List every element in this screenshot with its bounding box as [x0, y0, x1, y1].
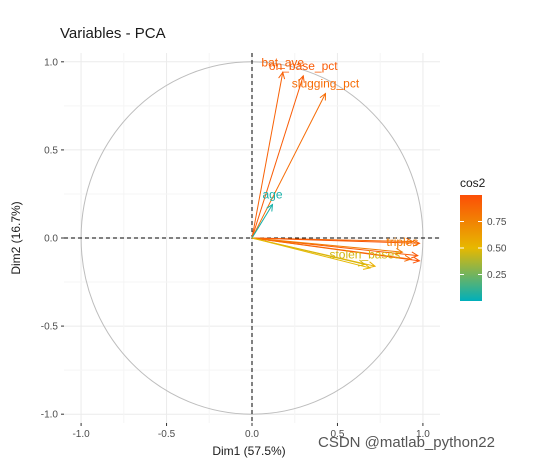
y-tick-label: 0.5	[44, 145, 58, 156]
arrow-head	[278, 71, 286, 80]
y-axis-ticks: -1.0 -0.5 0.0 0.5 1.0	[41, 57, 64, 421]
arrow-head	[412, 256, 421, 264]
x-axis-ticks: -1.0 -0.5 0.0 0.5 1.0	[72, 423, 430, 440]
arrow-head	[298, 74, 305, 83]
y-axis-title: Dim2 (16.7%)	[9, 201, 23, 274]
arrow-on_base_pct	[251, 74, 305, 239]
arrow-var_e2	[251, 237, 421, 247]
legend-colorbar	[460, 195, 482, 301]
legend-tick-label: 0.75	[487, 217, 507, 228]
cos2-legend: cos2 0.25 0.50 0.75	[460, 176, 507, 301]
variable-label-on_base_pct: on_base_pct	[269, 59, 338, 73]
variable-label-slugging_pct: slugging_pct	[292, 77, 360, 91]
arrow-head	[406, 237, 414, 245]
arrow-shaft	[251, 72, 284, 239]
arrow-head	[404, 254, 413, 262]
y-tick-label: 1.0	[44, 57, 58, 68]
arrow-triples	[251, 237, 404, 256]
arrow-slugging_pct	[251, 92, 327, 239]
arrow-shaft	[251, 75, 304, 239]
x-tick-label: 0.5	[331, 429, 345, 440]
arrow-head	[395, 248, 404, 256]
variable-label-bat_ave: bat_ave	[261, 55, 304, 69]
arrow-head	[368, 261, 377, 269]
arrow-shaft	[251, 93, 326, 239]
arrow-head	[266, 203, 274, 212]
y-tick-label: 0.0	[44, 234, 58, 245]
legend-title: cos2	[460, 176, 486, 190]
arrow-head	[319, 92, 327, 101]
arrow-var_e7	[251, 237, 372, 270]
x-tick-label: -1.0	[72, 429, 90, 440]
arrow-age	[251, 203, 274, 239]
arrow-head	[411, 251, 419, 259]
arrow-shaft	[251, 237, 420, 244]
variable-label-triples: triples	[386, 235, 418, 249]
arrow-var_e5	[251, 237, 413, 262]
watermark-text: CSDN @matlab_python22	[318, 434, 495, 451]
legend-tick-label: 0.50	[487, 244, 507, 255]
arrow-head	[362, 263, 372, 270]
arrow-shaft	[251, 204, 273, 239]
x-tick-label: -0.5	[158, 429, 176, 440]
y-tick-label: -1.0	[41, 410, 59, 421]
arrow-shaft	[251, 237, 403, 253]
arrow-head	[412, 239, 421, 247]
x-tick-label: 1.0	[416, 429, 430, 440]
y-tick-label: -0.5	[41, 322, 59, 333]
chart-title: Variables - PCA	[60, 25, 166, 42]
arrow-shaft	[251, 237, 412, 260]
variable-label-age: age	[262, 188, 282, 202]
variable-arrows	[251, 71, 421, 270]
legend-ticks: 0.25 0.50 0.75	[460, 217, 507, 281]
variable-label-stolen_bases: stolen_bases	[329, 247, 400, 261]
x-tick-label: 0.0	[245, 429, 259, 440]
arrow-shaft	[251, 237, 371, 269]
x-axis-title: Dim1 (57.5%)	[212, 444, 285, 458]
legend-tick-label: 0.25	[487, 270, 507, 281]
arrow-bat_ave	[251, 71, 286, 239]
